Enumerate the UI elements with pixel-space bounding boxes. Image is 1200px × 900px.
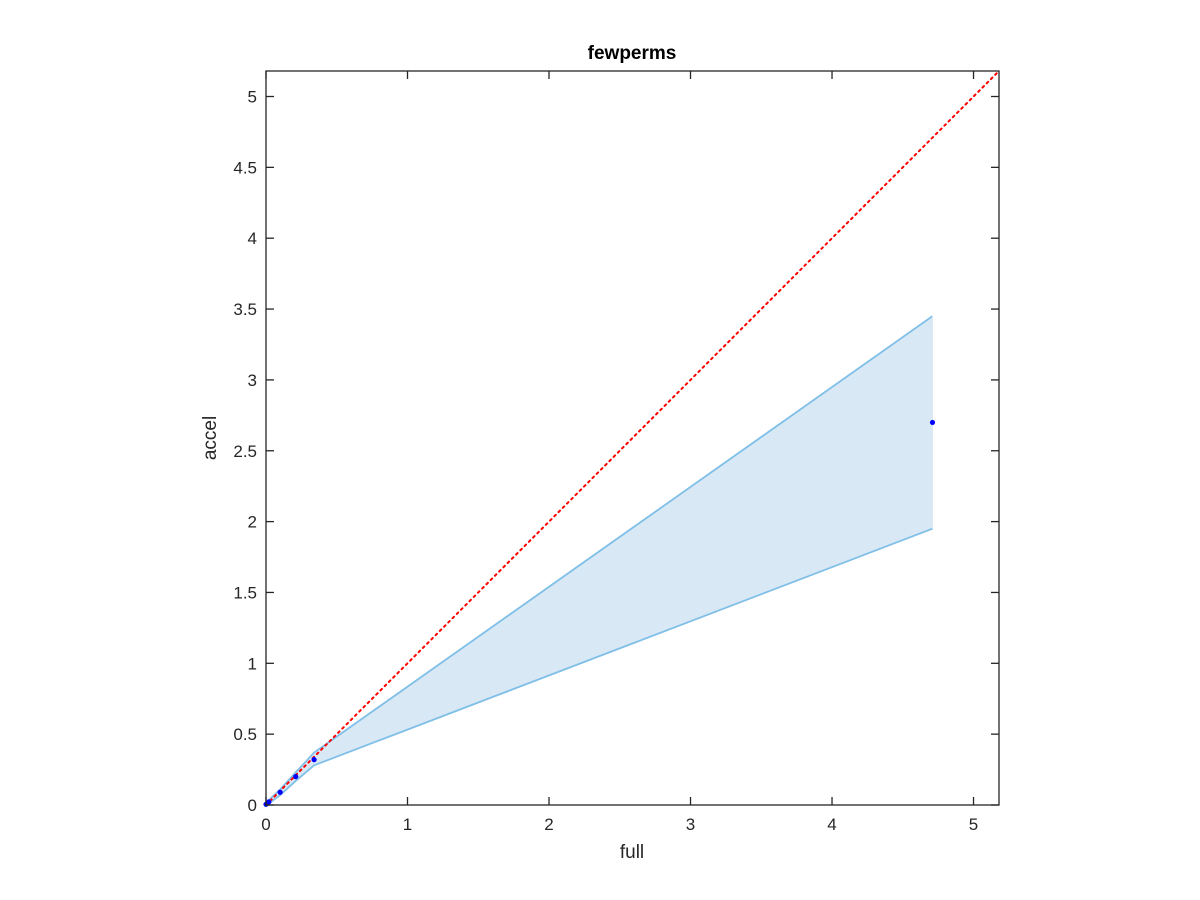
axes-box	[265, 70, 1000, 806]
axis-ticks: 0 1 2 3 4 5 0 0.5 1 1.5 2 2.5 3 3.5 4 4.5 5	[233, 71, 999, 834]
y-tick-label: 3.5	[233, 300, 257, 319]
data-point	[929, 419, 936, 426]
data-point	[277, 789, 283, 795]
reference-diagonal	[265, 70, 1000, 806]
y-tick-label: 4	[248, 229, 257, 248]
y-tick-label: 2	[248, 513, 257, 532]
x-tick-label: 2	[544, 815, 553, 834]
y-tick-label: 0	[248, 796, 257, 815]
data-point	[293, 774, 299, 780]
y-axis-label: accel	[200, 416, 221, 460]
y-tick-label: 2.5	[233, 442, 257, 461]
y-tick-label: 5	[248, 88, 257, 107]
y-tick-label: 4.5	[233, 158, 257, 177]
x-tick-label: 1	[403, 815, 412, 834]
confidence-band	[265, 315, 934, 806]
y-tick-label: 1	[248, 654, 257, 673]
x-tick-label: 4	[827, 815, 836, 834]
x-tick-label: 0	[261, 815, 270, 834]
y-tick-label: 0.5	[233, 725, 257, 744]
data-point	[266, 799, 272, 805]
x-axis-label: full	[620, 842, 644, 863]
x-tick-label: 3	[686, 815, 695, 834]
y-tick-label: 3	[248, 371, 257, 390]
reference-line	[265, 70, 1000, 806]
x-tick-label: 5	[969, 815, 978, 834]
chart-title: fewperms	[588, 43, 677, 64]
band-fill	[266, 316, 933, 805]
data-point	[311, 757, 317, 763]
y-tick-label: 1.5	[233, 583, 257, 602]
